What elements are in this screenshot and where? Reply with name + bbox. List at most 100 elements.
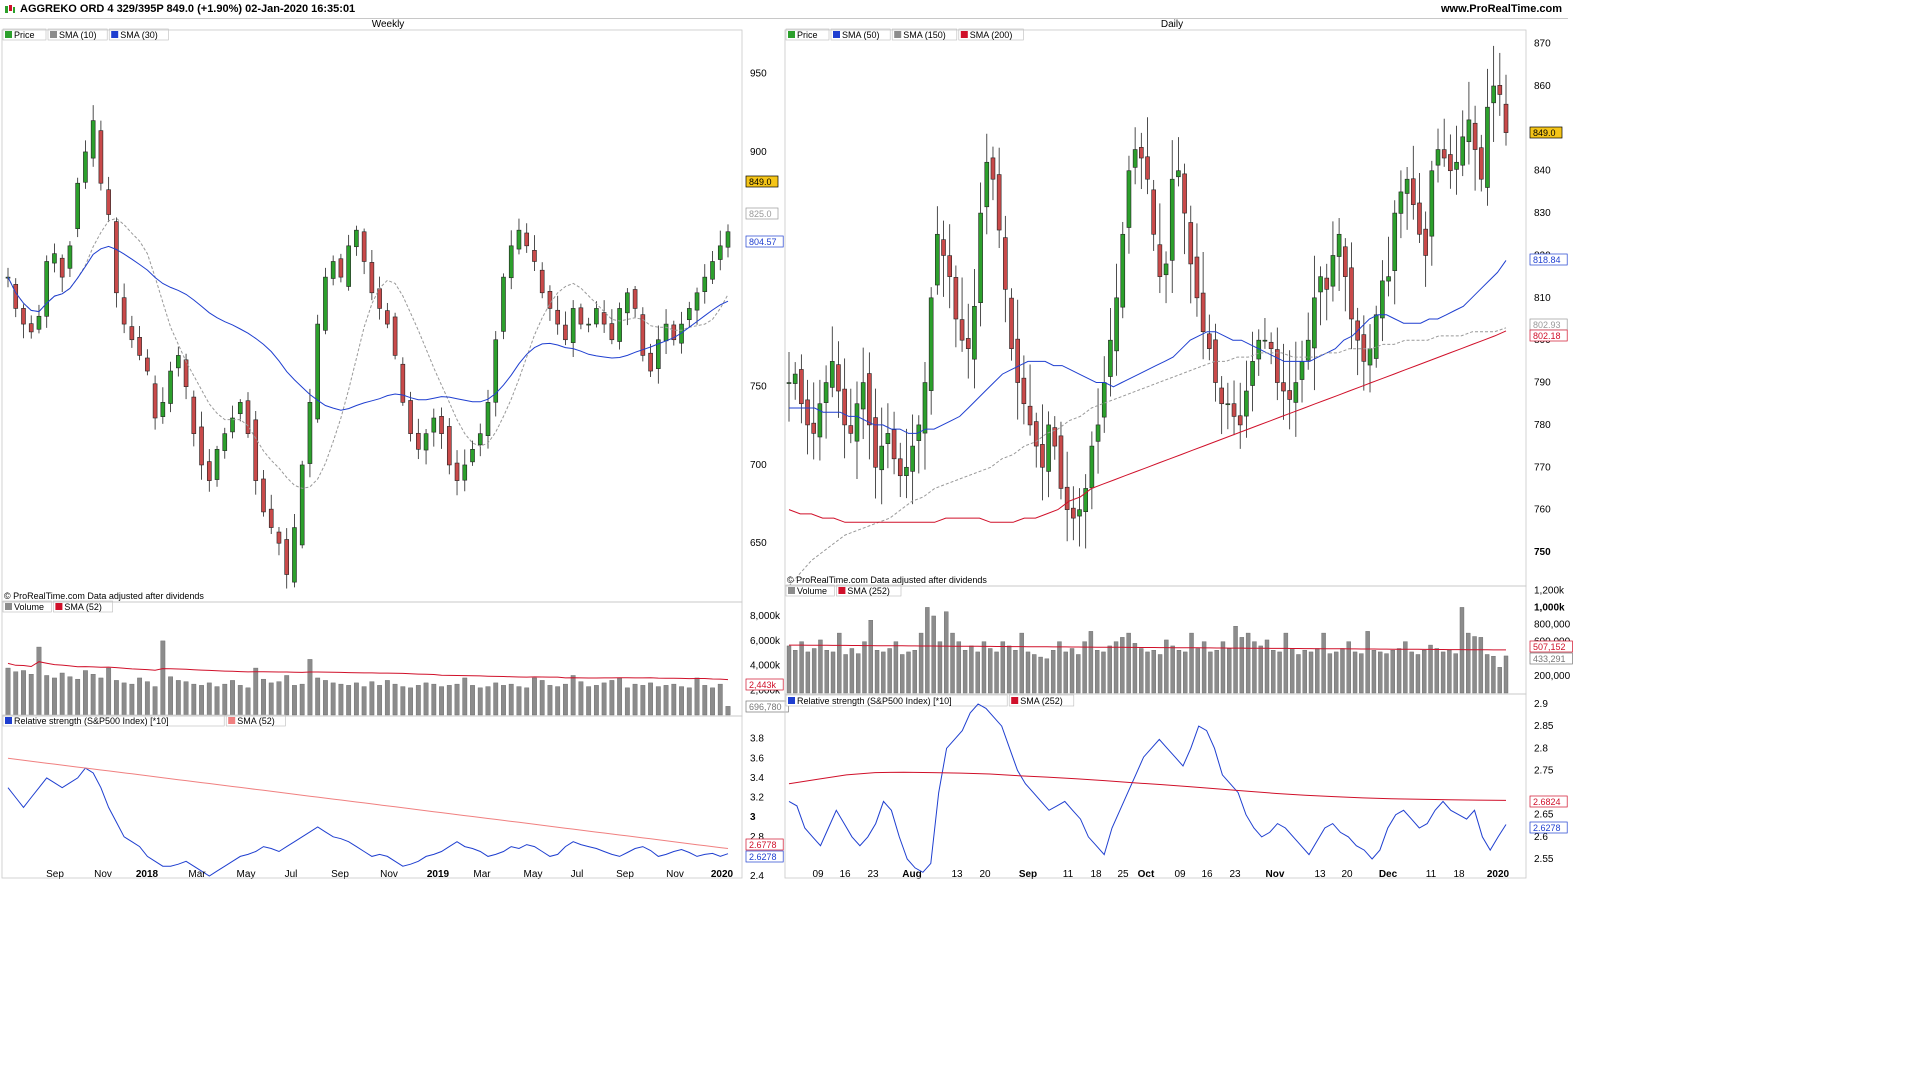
volume-bar [1264, 639, 1270, 694]
volume-bar [843, 654, 848, 694]
candle-body [191, 396, 197, 434]
volume-bar [1006, 645, 1012, 694]
volume-bar [113, 680, 119, 716]
date-tick-label: Mar [188, 869, 206, 880]
date-tick-label: 2018 [136, 869, 159, 880]
volume-bar [593, 685, 599, 716]
candle-body [1299, 361, 1305, 380]
candle-body [1237, 415, 1243, 426]
volume-bar [516, 686, 522, 716]
rs-line [7, 767, 729, 877]
volume-bar [805, 651, 811, 694]
date-tick-label: Sep [331, 869, 349, 880]
volume-bar [1466, 632, 1471, 694]
legend-swatch [111, 31, 119, 38]
volume-bar [1365, 631, 1370, 694]
volume-bar [1233, 626, 1238, 694]
volume-bar [222, 683, 228, 716]
volume-bar [1340, 648, 1345, 694]
site-link[interactable]: www.ProRealTime.com [1440, 3, 1562, 15]
volume-bar [1497, 667, 1502, 694]
volume-bar [1101, 651, 1106, 694]
weekly-vol-sma-last: 2,443k [749, 680, 777, 690]
legend-label: SMA (52) [237, 716, 275, 726]
weekly-chart[interactable]: Weekly Price SMA (10) SMA (30) 950 900 750 70… [0, 18, 789, 882]
axis-tick-label: 770 [1534, 462, 1551, 473]
candle-body [516, 229, 522, 250]
axis-tick-label: 2.65 [1534, 810, 1554, 821]
candle-body [90, 120, 96, 159]
legend-swatch [960, 31, 968, 38]
candle-body [121, 297, 127, 325]
daily-rs-sma-last: 2.6824 [1533, 797, 1561, 807]
volume-bar [245, 687, 251, 716]
rs-sma-line [788, 771, 1507, 801]
volume-bar [1302, 650, 1307, 694]
axis-tick-label: 810 [1534, 293, 1551, 304]
date-tick-label: May [524, 869, 543, 880]
daily-rs-last-box [1529, 821, 1568, 834]
daily-sma50-last-box [1529, 253, 1568, 266]
candlestick-logo-icon [5, 5, 15, 13]
candle-body [891, 429, 897, 460]
legend-box [785, 28, 830, 41]
candle-body [935, 233, 940, 286]
legend-box [1008, 694, 1075, 707]
volume-bar [786, 645, 792, 694]
date-tick-label: 13 [951, 869, 963, 880]
candle-body [214, 449, 220, 480]
daily-sma50-last: 818.84 [1533, 255, 1561, 265]
volume-bar [994, 651, 999, 694]
candle-body [1058, 435, 1064, 489]
date-tick-label: 18 [1090, 869, 1102, 880]
candle-body [959, 319, 965, 341]
candle-body [1275, 349, 1280, 383]
axis-tick-label: 1,200k [1534, 585, 1565, 596]
candle-body [1423, 228, 1428, 256]
volume-bar [67, 676, 73, 716]
volume-bar [1038, 656, 1043, 694]
volume-bar [485, 686, 491, 716]
volume-bar [237, 685, 243, 716]
volume-bar [702, 685, 708, 716]
axis-tick-label: 2.8 [1534, 743, 1548, 754]
daily-vol-sma-last-box [1529, 640, 1573, 653]
volume-bar [230, 680, 235, 716]
volume-bar [330, 682, 336, 716]
candle-body [1342, 246, 1348, 277]
candle-body [1139, 147, 1144, 159]
volume-bar [563, 683, 568, 716]
candle-body [222, 433, 228, 451]
axis-tick-label: 3.2 [750, 793, 764, 804]
volume-bar [686, 687, 692, 716]
volume-bar [299, 683, 305, 716]
candle-body [1015, 338, 1020, 383]
volume-bar [1220, 641, 1226, 694]
volume-bar [793, 650, 798, 694]
daily-last-price-box [1529, 126, 1563, 139]
candle-body [555, 309, 560, 325]
date-tick-label: Mar [473, 869, 491, 880]
candle-body [1324, 277, 1330, 290]
volume-bar [160, 640, 166, 716]
date-tick-label: 16 [839, 869, 851, 880]
volume-bar [175, 680, 181, 716]
candle-body [990, 157, 996, 180]
legend-swatch [788, 31, 795, 38]
volume-bar [1164, 639, 1169, 694]
candle-body [792, 373, 798, 384]
candle-body [1398, 191, 1404, 214]
daily-chart[interactable]: Daily Price SMA (50) SMA (150) SMA (200) 87… [784, 18, 1573, 882]
volume-bar [547, 685, 553, 716]
candle-body [67, 245, 73, 269]
candle-body [1472, 122, 1478, 150]
date-tick-label: 20 [979, 869, 991, 880]
candle-body [1497, 85, 1503, 95]
legend-label: SMA (50) [842, 30, 880, 40]
weekly-vol-last: 696,780 [749, 702, 782, 712]
weekly-date-axis: Sep Nov 2018 Mar May Jul Sep Nov 2019 Mar May Jul Se… [46, 869, 733, 880]
candle-body [904, 466, 909, 477]
candle-body [648, 352, 653, 372]
volume-bar [191, 683, 197, 716]
candle-body [601, 312, 607, 325]
